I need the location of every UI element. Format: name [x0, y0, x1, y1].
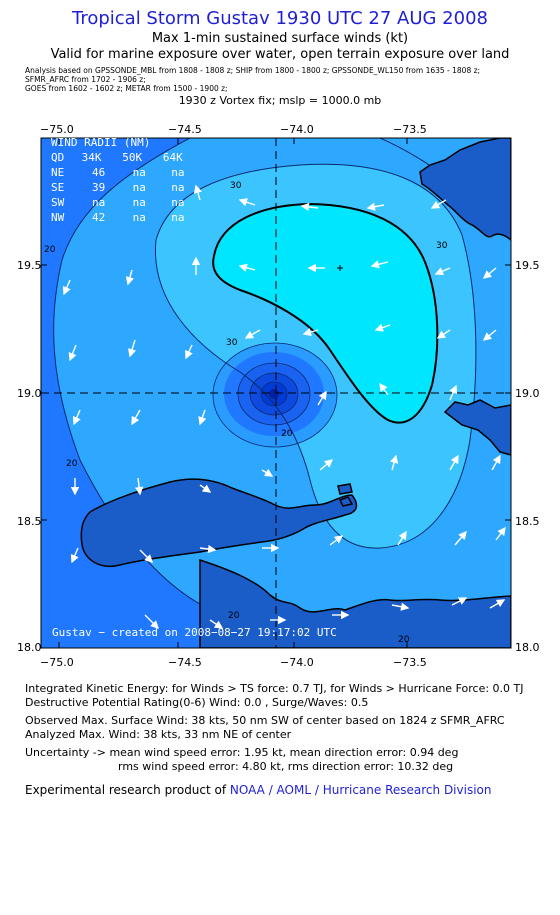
- lon-tick-bottom: −74.0: [280, 656, 314, 669]
- uncertainty-line1: Uncertainty -> mean wind speed error: 1.…: [25, 746, 459, 759]
- radii-cell: na: [171, 211, 185, 224]
- subtitle-units: Max 1-min sustained surface winds (kt): [151, 31, 409, 46]
- wind-band-above-35: [213, 204, 438, 423]
- lat-tick-right: 18.5: [515, 515, 540, 528]
- radii-col-64k: 64K: [162, 151, 183, 164]
- wind-vectors: [62, 184, 506, 629]
- radii-cell: na: [171, 196, 185, 209]
- contour-label: 20: [66, 459, 78, 469]
- analysis-sources-line2: SFMR_AFRC from 1702 - 1906 z;: [25, 75, 146, 84]
- radii-cell: 42: [92, 211, 106, 224]
- lat-tick-left: 18.5: [17, 515, 42, 528]
- lon-tick-bottom: −74.5: [168, 656, 202, 669]
- lat-tick-right: 19.5: [515, 259, 540, 272]
- radii-cell: NE: [51, 166, 65, 179]
- analysis-sources-line1: Analysis based on GPSSONDE_MBL from 1808…: [25, 66, 481, 75]
- page-title: Tropical Storm Gustav 1930 UTC 27 AUG 20…: [71, 8, 488, 29]
- lat-tick-left: 18.0: [17, 641, 42, 654]
- wind-radii-row: NE 46 na na: [51, 165, 193, 180]
- contour-label: 20: [44, 245, 56, 255]
- analyzed-max-line: Analyzed Max. Wind: 38 kts, 33 nm NE of …: [25, 728, 292, 741]
- radii-cell: na: [132, 196, 146, 209]
- lon-tick-top: −74.0: [280, 123, 314, 136]
- radii-cell: SW: [51, 196, 65, 209]
- radii-col-qd: QD: [51, 151, 65, 164]
- contour-label: 30: [226, 338, 238, 348]
- lon-tick-top: −75.0: [40, 123, 74, 136]
- uncertainty-line2: rms wind speed error: 4.80 kt, rms direc…: [118, 760, 454, 773]
- analysis-sources-line3: GOES from 1602 - 1602 z; METAR from 1500…: [25, 84, 228, 93]
- land-haiti-north: [419, 138, 511, 241]
- radii-col-50k: 50K: [122, 151, 143, 164]
- radii-cell: na: [132, 181, 146, 194]
- observed-max-line: Observed Max. Surface Wind: 38 kts, 50 n…: [25, 714, 505, 727]
- credit-org-link[interactable]: NOAA / AOML / Hurricane Research Divisio…: [229, 783, 492, 797]
- radii-cell: SE: [51, 181, 65, 194]
- contour-label: 20: [398, 635, 410, 645]
- radii-cell: na: [171, 166, 185, 179]
- radii-cell: na: [132, 211, 146, 224]
- lat-tick-right: 18.0: [515, 641, 540, 654]
- map-footer-created: Gustav − created on 2008−08−27 19:17:02 …: [52, 626, 337, 639]
- contour-label: 30: [230, 181, 242, 191]
- vortex-fix-label: 1930 z Vortex fix; mslp = 1000.0 mb: [178, 94, 382, 107]
- lon-tick-bottom: −73.5: [393, 656, 427, 669]
- credit-line: Experimental research product of NOAA / …: [25, 783, 491, 797]
- lat-tick-right: 19.0: [515, 387, 540, 400]
- radii-cell: na: [92, 196, 106, 209]
- wind-radii-title: WIND RADII (NM): [51, 136, 151, 149]
- radii-cell: na: [171, 181, 185, 194]
- wind-radii-row: SE 39 na na: [51, 180, 193, 195]
- subtitle-exposure: Valid for marine exposure over water, op…: [50, 47, 510, 62]
- wind-radii-row: NW 42 na na: [51, 210, 193, 225]
- wind-radii-header: QD 34K 50K 64K: [51, 150, 193, 165]
- lon-tick-top: −73.5: [393, 123, 427, 136]
- ike-line: Integrated Kinetic Energy: for Winds > T…: [25, 682, 524, 695]
- contour-label: 30: [436, 241, 448, 251]
- radii-cell: na: [132, 166, 146, 179]
- wind-radii-table: WIND RADII (NM) QD 34K 50K 64K NE 46 na …: [51, 135, 193, 225]
- land-jamaica: [80, 478, 358, 567]
- lon-tick-top: −74.5: [168, 123, 202, 136]
- dpr-line: Destructive Potential Rating(0-6) Wind: …: [25, 696, 369, 709]
- radii-cell: 46: [92, 166, 106, 179]
- land-haiti-south: [443, 399, 511, 456]
- radii-cell: NW: [51, 211, 65, 224]
- lat-tick-left: 19.5: [17, 259, 42, 272]
- credit-prefix: Experimental research product of: [25, 783, 230, 797]
- storm-center: [269, 389, 279, 399]
- land-bottom-coast: [199, 558, 511, 648]
- lon-tick-bottom: −75.0: [40, 656, 74, 669]
- contour-label: 20: [281, 429, 293, 439]
- wind-radii-row: SW na na na: [51, 195, 193, 210]
- contour-label: 20: [228, 611, 240, 621]
- radii-col-34k: 34K: [81, 151, 102, 164]
- radii-cell: 39: [92, 181, 106, 194]
- lat-tick-left: 19.0: [17, 387, 42, 400]
